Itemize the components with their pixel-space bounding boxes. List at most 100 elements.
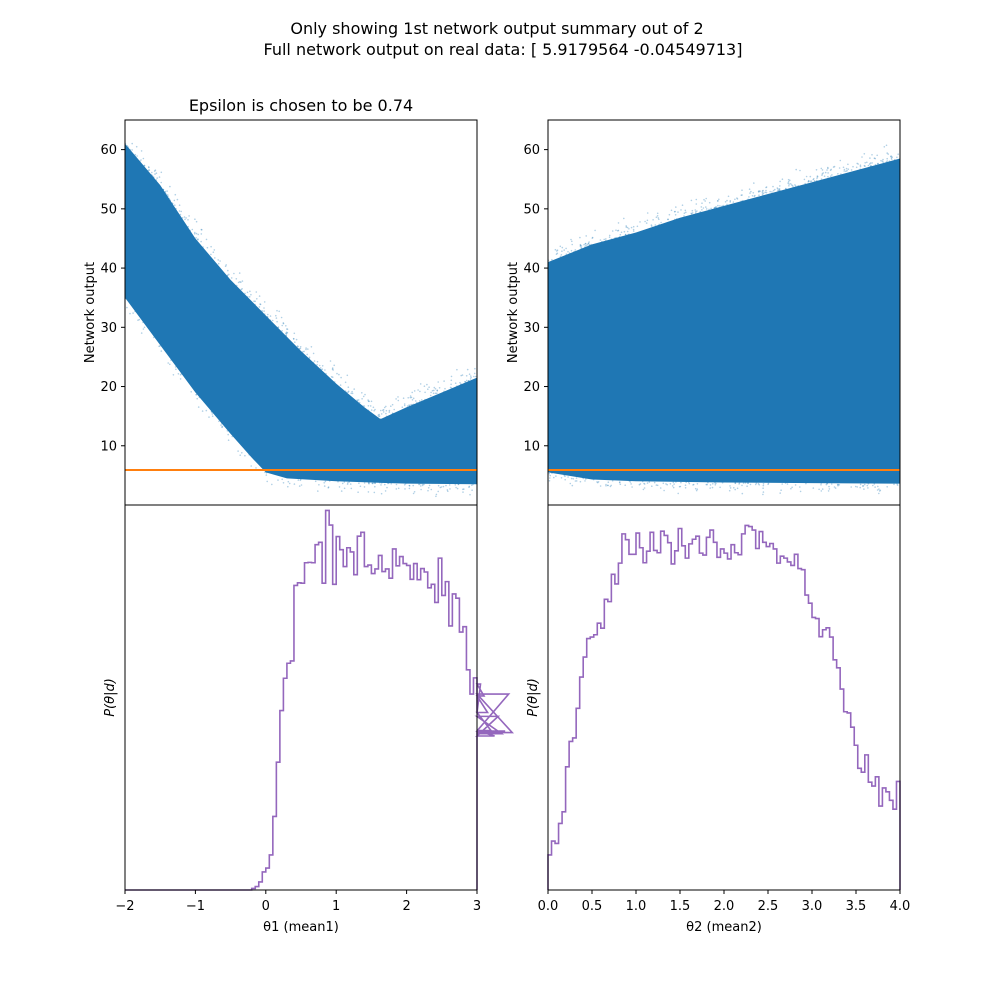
scatter-point xyxy=(275,314,277,317)
scatter-point xyxy=(859,483,862,486)
scatter-point xyxy=(319,367,322,369)
scatter-point xyxy=(255,291,258,293)
y-tick-label: 20 xyxy=(523,380,540,395)
scatter-point xyxy=(765,191,768,194)
scatter-point xyxy=(147,166,150,168)
scatter-point xyxy=(715,482,717,485)
scatter-point xyxy=(563,474,566,477)
scatter-point xyxy=(762,493,764,496)
scatter-point xyxy=(571,243,573,246)
scatter-point xyxy=(878,488,880,490)
scatter-point xyxy=(427,388,429,391)
scatter-point xyxy=(599,239,602,241)
scatter-point xyxy=(129,148,131,151)
scatter-point xyxy=(889,155,892,158)
scatter-point xyxy=(794,185,797,187)
scatter-point xyxy=(871,154,873,156)
x-tick-label: −1 xyxy=(186,899,205,914)
scatter-point xyxy=(818,488,820,491)
scatter-point xyxy=(434,388,437,390)
scatter-point xyxy=(408,405,411,407)
scatter-point xyxy=(385,409,388,412)
scatter-point xyxy=(652,219,654,221)
scatter-point xyxy=(418,400,421,402)
scatter-point xyxy=(896,483,898,485)
scatter-point xyxy=(618,481,621,484)
scatter-point xyxy=(170,359,172,361)
scatter-point xyxy=(271,319,274,322)
scatter-point xyxy=(583,243,585,246)
scatter-point xyxy=(312,352,315,355)
scatter-point xyxy=(692,483,695,486)
scatter-point xyxy=(837,484,839,487)
scatter-point xyxy=(278,310,281,313)
scatter-point xyxy=(282,322,285,324)
scatter-point xyxy=(240,288,242,291)
scatter-point xyxy=(220,424,222,426)
scatter-point xyxy=(885,144,888,147)
scatter-point xyxy=(308,357,311,360)
scatter-point xyxy=(333,364,336,367)
scatter-point xyxy=(641,480,644,483)
scatter-point xyxy=(151,174,154,177)
scatter-point xyxy=(708,201,711,204)
scatter-point xyxy=(792,186,794,188)
scatter-point xyxy=(701,202,703,204)
scatter-point xyxy=(277,326,279,329)
scatter-point xyxy=(196,397,198,400)
scatter-point xyxy=(230,277,233,279)
scatter-point xyxy=(154,173,156,175)
scatter-point xyxy=(438,387,441,389)
scatter-point xyxy=(585,478,587,480)
scatter-point xyxy=(574,480,577,482)
scatter-point xyxy=(573,250,575,253)
scatter-point xyxy=(777,189,779,192)
scatter-point xyxy=(164,192,167,195)
scatter-point xyxy=(428,386,430,389)
scatter-point xyxy=(856,162,858,165)
scatter-point xyxy=(298,348,300,350)
scatter-point xyxy=(344,390,347,392)
scatter-point xyxy=(696,210,698,212)
scatter-point xyxy=(134,310,136,313)
axes-frame xyxy=(547,504,901,891)
scatter-point xyxy=(148,166,150,169)
scatter-point xyxy=(437,381,440,383)
scatter-point xyxy=(852,165,854,168)
scatter-point xyxy=(221,422,223,425)
scatter-point xyxy=(729,201,731,203)
scatter-point xyxy=(827,172,829,174)
scatter-point xyxy=(218,420,220,423)
scatter-point xyxy=(804,182,806,185)
scatter-point xyxy=(794,484,797,486)
scatter-point xyxy=(691,209,694,212)
scatter-point xyxy=(701,209,703,211)
scatter-point xyxy=(307,348,309,350)
x-tick-label: 0.0 xyxy=(538,899,559,914)
scatter-point xyxy=(778,188,780,190)
scatter-point xyxy=(749,483,752,486)
scatter-point xyxy=(690,212,692,215)
scatter-point xyxy=(825,483,828,486)
scatter-point xyxy=(580,245,583,247)
scatter-point xyxy=(346,374,349,377)
scatter-point xyxy=(140,332,143,334)
scatter-point xyxy=(890,157,893,159)
scatter-point xyxy=(624,484,626,487)
scatter-point xyxy=(175,368,177,371)
scatter-point xyxy=(135,145,138,148)
scatter-point xyxy=(217,259,219,261)
scatter-point xyxy=(669,483,672,485)
scatter-point xyxy=(180,210,182,213)
scatter-point xyxy=(206,246,209,249)
scatter-point xyxy=(878,492,880,495)
scatter-point xyxy=(280,316,283,319)
scatter-point xyxy=(134,153,137,156)
scatter-point xyxy=(255,298,258,300)
scatter-point xyxy=(601,240,603,243)
scatter-point xyxy=(299,479,302,482)
scatter-point xyxy=(646,219,649,222)
scatter-point xyxy=(382,409,384,412)
scatter-point xyxy=(160,171,163,174)
scatter-point xyxy=(643,482,645,485)
